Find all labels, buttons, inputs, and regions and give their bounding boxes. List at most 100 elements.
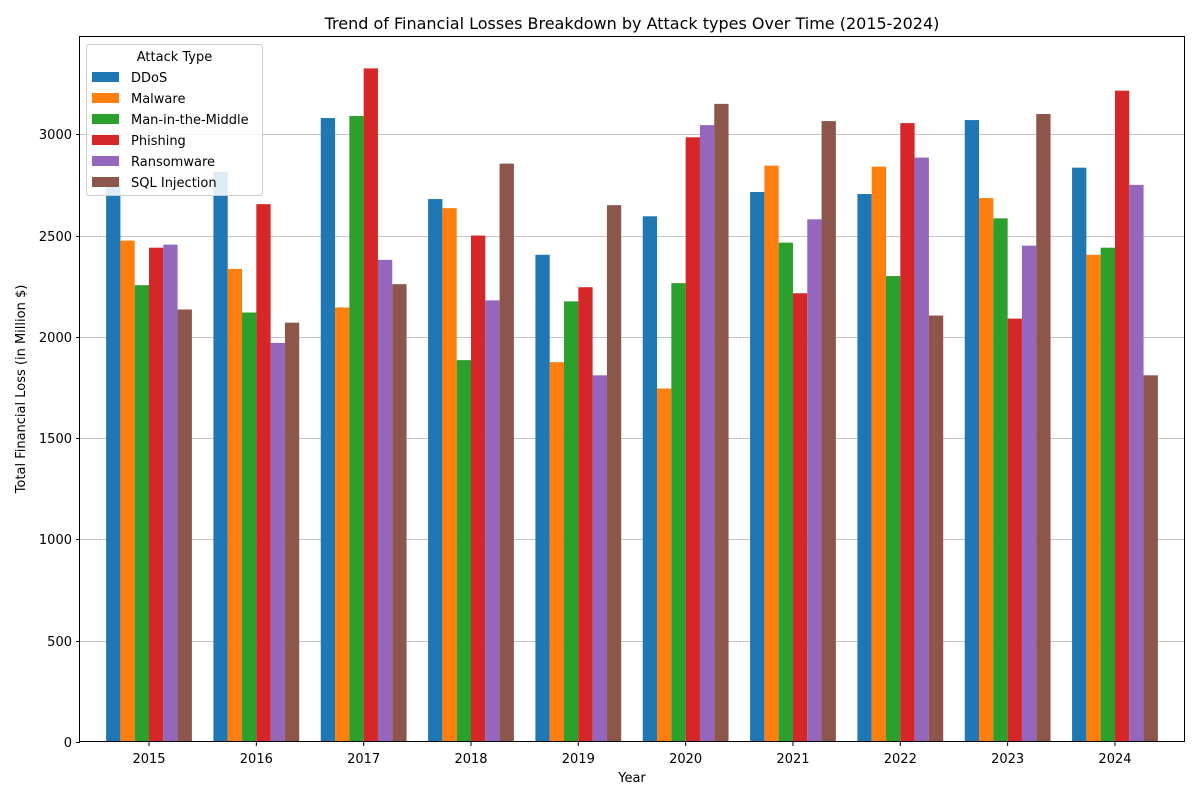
bar: [177, 309, 192, 742]
bar-group-2016: [213, 171, 300, 743]
bar: [213, 171, 228, 742]
x-tick-label: 2023: [991, 752, 1024, 767]
bar: [320, 118, 336, 742]
bar: [242, 312, 257, 742]
bar: [363, 68, 378, 742]
y-tick-label: 1500: [39, 432, 72, 447]
bar: [1007, 318, 1022, 742]
bar-group-2017: [320, 68, 407, 743]
bar: [163, 244, 178, 742]
legend-item: Ransomware: [92, 155, 215, 170]
bar: [642, 216, 658, 742]
legend-item: Phishing: [92, 134, 186, 149]
bar: [857, 194, 872, 743]
bar: [993, 218, 1008, 743]
bar: [592, 375, 607, 742]
bar: [499, 163, 514, 742]
legend-label: DDoS: [131, 71, 167, 86]
bar: [1036, 113, 1051, 742]
bar: [270, 342, 285, 742]
legend-label: Man-in-the-Middle: [131, 113, 249, 128]
plot-frame: [79, 36, 1185, 742]
bar: [714, 103, 729, 742]
bar-group-2015: [106, 182, 192, 743]
x-tick-label: 2022: [884, 752, 917, 767]
y-tick-label: 2500: [39, 230, 72, 245]
bar: [671, 283, 686, 742]
bar: [821, 121, 836, 743]
bar: [535, 254, 550, 743]
bar: [900, 123, 915, 743]
x-tick-label: 2015: [132, 752, 165, 767]
bar-group-2024: [1072, 90, 1158, 743]
chart-title: Trend of Financial Losses Breakdown by A…: [324, 14, 940, 33]
bar: [979, 198, 994, 742]
bar-group-2019: [535, 205, 622, 743]
y-axis-label: Total Financial Loss (in Million $): [14, 285, 29, 495]
x-tick-label: 2019: [562, 752, 595, 767]
legend-swatch: [92, 156, 119, 166]
bar: [778, 242, 793, 742]
legend-box: [86, 44, 263, 196]
y-tick-label: 0: [64, 736, 72, 751]
bar: [256, 204, 271, 743]
bar: [1114, 90, 1130, 742]
legend: Attack Type DDoS Malware Man-in-the-Middle…: [86, 44, 263, 196]
bar: [871, 166, 887, 743]
bar-group-2018: [428, 163, 514, 742]
bar: [928, 315, 944, 742]
bar: [134, 285, 149, 742]
y-tick-label: 500: [47, 635, 72, 650]
legend-label: Malware: [131, 92, 185, 107]
bar: [1072, 167, 1087, 743]
bars: [106, 68, 1158, 743]
legend-label: SQL Injection: [131, 176, 217, 191]
bar: [564, 301, 579, 742]
legend-swatch: [92, 177, 119, 187]
legend-swatch: [92, 135, 119, 145]
bar-group-2022: [857, 123, 944, 743]
bar: [149, 247, 164, 743]
bar: [392, 284, 407, 742]
axis-ticks: 0 500 1000 1500 2000 2500 3000 2015 2016 2017 2018…: [39, 128, 1132, 767]
bar: [764, 165, 779, 743]
y-tick-label: 1000: [39, 533, 72, 548]
legend-item: Man-in-the-Middle: [92, 113, 249, 128]
bar: [657, 388, 672, 742]
bar: [750, 191, 765, 742]
bar: [227, 268, 243, 742]
bar: [456, 360, 471, 742]
bar: [699, 125, 715, 742]
legend-swatch: [92, 93, 119, 103]
bar: [886, 276, 901, 742]
x-tick-label: 2016: [240, 752, 273, 767]
bar: [284, 322, 300, 742]
bar: [1100, 247, 1115, 743]
x-tick-label: 2024: [1098, 752, 1131, 767]
bar: [914, 157, 929, 742]
bar: [792, 293, 808, 742]
legend-item: SQL Injection: [92, 176, 217, 191]
bar: [549, 362, 565, 742]
bar: [964, 120, 980, 742]
bar: [335, 307, 350, 742]
x-tick-label: 2021: [776, 752, 809, 767]
bar: [120, 240, 135, 743]
legend-label: Phishing: [131, 134, 186, 149]
legend-swatch: [92, 114, 119, 124]
bar: [349, 116, 364, 743]
bar: [485, 300, 500, 742]
bar: [1086, 254, 1101, 743]
bar-group-2020: [642, 103, 729, 743]
bar: [106, 182, 121, 743]
bar-group-2023: [964, 113, 1051, 743]
bar: [1129, 184, 1144, 742]
bar: [1021, 245, 1037, 742]
bar: [685, 137, 700, 743]
bar-group-2021: [750, 121, 836, 743]
bar: [470, 235, 486, 742]
y-tick-label: 2000: [39, 331, 72, 346]
legend-swatch: [92, 72, 119, 82]
bar: [1143, 375, 1158, 742]
